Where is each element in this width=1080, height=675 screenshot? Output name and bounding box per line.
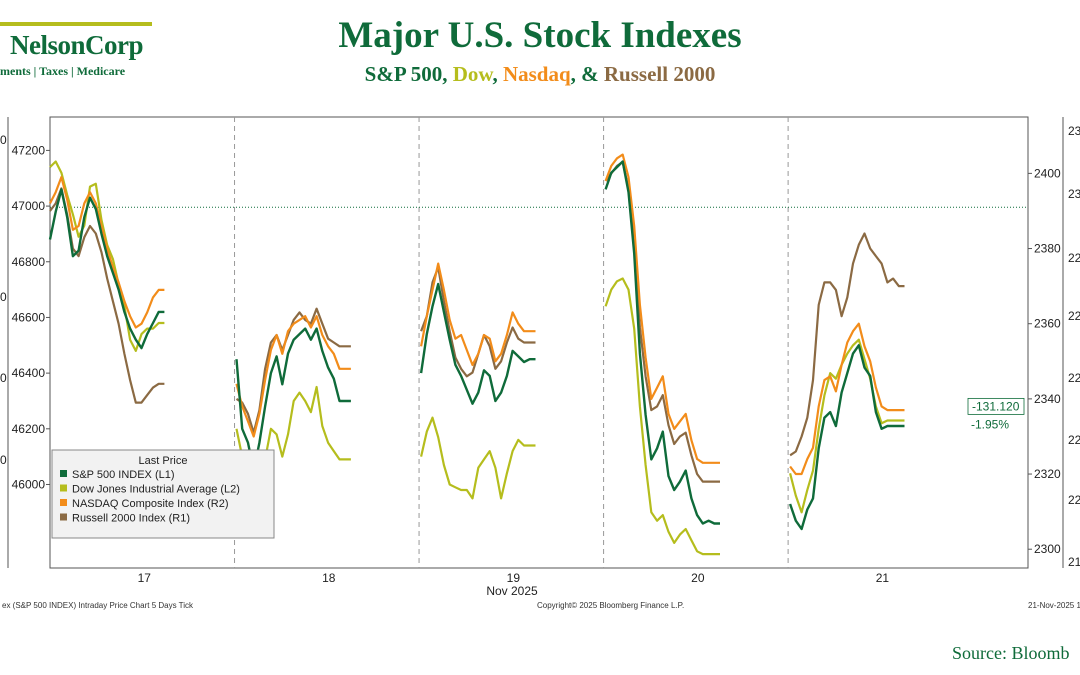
right-outer-tick-label: 23 bbox=[1068, 187, 1080, 201]
series-line-nasdaq bbox=[235, 315, 351, 438]
series-layer bbox=[48, 153, 905, 556]
series-line-nasdaq bbox=[789, 322, 905, 476]
subtitle-sep1: , bbox=[442, 62, 453, 86]
footer-left: ex (S&P 500 INDEX) Intraday Price Chart … bbox=[2, 601, 194, 610]
series-line-nasdaq bbox=[49, 176, 165, 329]
left-outer-tick-label: 0 bbox=[0, 133, 7, 147]
right-tick-label: 2300 bbox=[1034, 542, 1061, 556]
right-outer-tick-label: 22 bbox=[1068, 371, 1080, 385]
last-change-label: -1.95% bbox=[971, 417, 1009, 431]
footer-right: 21-Nov-2025 1 bbox=[1028, 601, 1080, 610]
logo-accent-bar bbox=[0, 22, 152, 26]
legend-swatch bbox=[60, 513, 67, 521]
legend-swatch bbox=[60, 484, 67, 492]
subtitle-sep3: , & bbox=[570, 62, 604, 86]
left-tick-label: 46600 bbox=[12, 310, 46, 324]
subtitle-russell: Russell 2000 bbox=[603, 62, 716, 86]
left-outer-tick-label: 0 bbox=[0, 290, 7, 304]
grid-layer bbox=[7, 116, 1064, 569]
right-tick-label: 2320 bbox=[1034, 467, 1061, 481]
left-tick-label: 46200 bbox=[12, 422, 46, 436]
legend-swatch bbox=[60, 470, 67, 477]
plot-frame bbox=[49, 116, 1029, 569]
legend-entry: S&P 500 INDEX (L1) bbox=[72, 469, 175, 481]
chart-subtitle: S&P 500, Dow, Nasdaq, & Russell 2000 bbox=[0, 62, 1080, 87]
subtitle-sep2: , bbox=[492, 62, 503, 86]
series-line-s-p-500 bbox=[788, 344, 905, 531]
right-outer-tick-label: 21 bbox=[1068, 555, 1080, 569]
last-price-label: -131.120 bbox=[972, 399, 1020, 413]
subtitle-dow: Dow bbox=[452, 62, 493, 86]
footer-center: Copyright© 2025 Bloomberg Finance L.P. bbox=[537, 601, 684, 610]
right-outer-tick-label: 22 bbox=[1068, 251, 1080, 265]
right-outer-tick-label: 23 bbox=[1068, 124, 1080, 138]
series-line-dow-jones bbox=[604, 277, 720, 556]
series-line-dow-jones bbox=[789, 338, 905, 514]
legend-entry: Russell 2000 Index (R1) bbox=[72, 513, 190, 525]
left-tick-label: 46800 bbox=[12, 255, 46, 269]
chart-title: Major U.S. Stock Indexes bbox=[338, 15, 742, 56]
subtitle-nasdaq: Nasdaq bbox=[502, 62, 571, 86]
right-outer-tick-label: 22 bbox=[1068, 433, 1080, 447]
right-tick-label: 2340 bbox=[1034, 392, 1061, 406]
source-note: Source: Bloomb bbox=[952, 643, 1070, 663]
legend-swatch bbox=[60, 499, 67, 506]
left-outer-tick-label: 0 bbox=[0, 453, 7, 467]
right-outer-tick-label: 22 bbox=[1068, 493, 1080, 507]
day-label: 19 bbox=[507, 571, 521, 585]
day-label: 20 bbox=[691, 571, 705, 585]
chart-footer: ex (S&P 500 INDEX) Intraday Price Chart … bbox=[2, 601, 1080, 610]
series-line-nasdaq bbox=[604, 153, 720, 464]
right-tick-label: 2400 bbox=[1034, 166, 1061, 180]
left-tick-label: 47000 bbox=[12, 199, 46, 213]
subtitle-sp: S&P 500 bbox=[364, 62, 443, 86]
left-tick-label: 47200 bbox=[12, 143, 46, 157]
day-label: 17 bbox=[138, 571, 152, 585]
logo-name: NelsonCorp bbox=[10, 30, 144, 60]
series-line-s-p-500 bbox=[419, 282, 536, 405]
series-line-russell-2000 bbox=[235, 307, 351, 434]
series-line-russell-2000 bbox=[789, 232, 905, 457]
day-label: 21 bbox=[876, 571, 890, 585]
series-line-nasdaq bbox=[420, 262, 536, 367]
company-logo: \/ NelsonCorp ments | Taxes | Medicare bbox=[0, 22, 160, 82]
stock-index-chart: 17 18 19 20 21 Nov 2025 46000 46200 46400 46600 46… bbox=[0, 116, 1080, 610]
left-outer-tick-label: 0 bbox=[0, 371, 7, 385]
right-outer-tick-label: 22 bbox=[1068, 309, 1080, 323]
day-label: 18 bbox=[322, 571, 336, 585]
x-axis-label: Nov 2025 bbox=[486, 584, 538, 598]
legend-title: Last Price bbox=[139, 455, 188, 467]
legend-entry: NASDAQ Composite Index (R2) bbox=[72, 498, 229, 510]
last-price-box bbox=[967, 397, 1025, 415]
series-line-dow-jones bbox=[420, 416, 536, 500]
legend-box bbox=[51, 449, 275, 539]
logo-tagline: ments | Taxes | Medicare bbox=[0, 64, 126, 78]
left-tick-label: 46000 bbox=[12, 477, 46, 491]
series-line-s-p-500 bbox=[604, 160, 720, 525]
legend: Last Price S&P 500 INDEX (L1) Dow Jones In… bbox=[51, 449, 275, 539]
axis-layer: 17 18 19 20 21 Nov 2025 46000 46200 46400 46600 46… bbox=[0, 124, 1080, 598]
left-tick-label: 46400 bbox=[12, 366, 46, 380]
right-tick-label: 2380 bbox=[1034, 242, 1061, 256]
legend-entry: Dow Jones Industrial Average (L2) bbox=[72, 484, 240, 496]
series-line-s-p-500 bbox=[48, 188, 165, 350]
right-tick-label: 2360 bbox=[1034, 317, 1061, 331]
